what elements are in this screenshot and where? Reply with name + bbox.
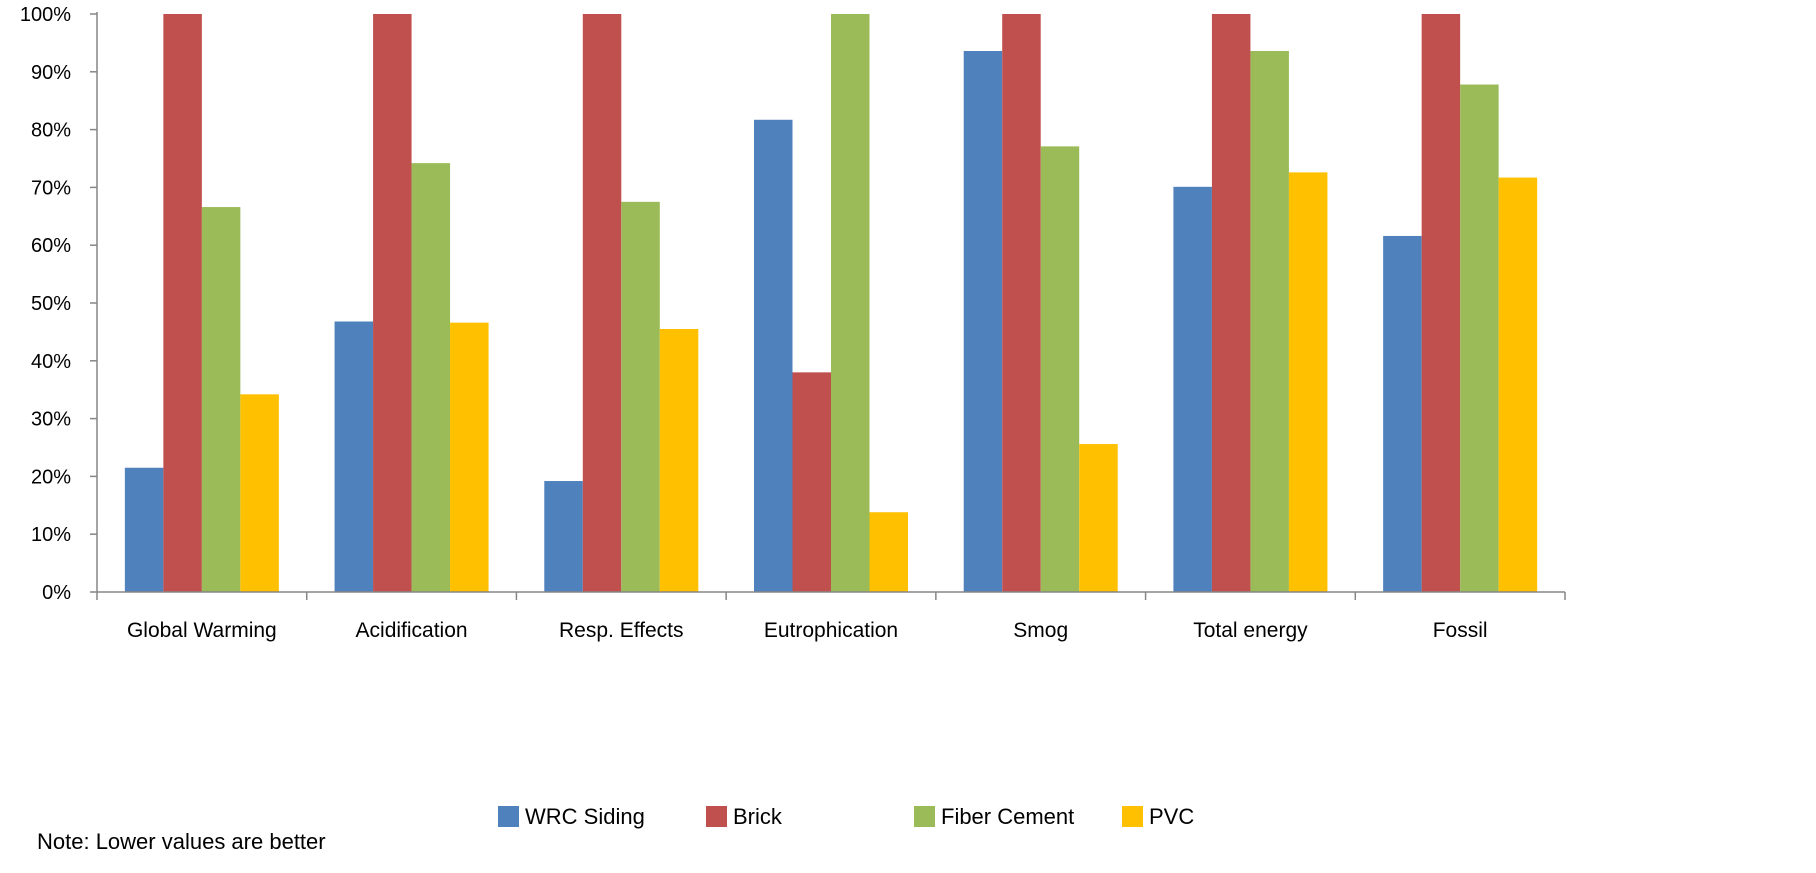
legend-label-wrc-siding: WRC Siding: [525, 804, 645, 829]
bar-brick: [1211, 14, 1251, 592]
bar-fiber-cement: [1460, 84, 1499, 593]
y-axis-tick-labels: 0% 10% 20% 30% 40% 50% 60% 70% 80% 90% 100%: [20, 4, 71, 604]
x-tick-label: Acidification: [356, 619, 468, 642]
x-tick-label: Resp. Effects: [559, 619, 684, 642]
x-tick-label: Smog: [1013, 619, 1068, 642]
legend-swatch-fiber-cement: [914, 806, 935, 827]
bar-brick: [792, 372, 831, 592]
bar-brick: [373, 14, 412, 592]
legend-label-pvc: PVC: [1149, 804, 1194, 829]
y-tick-label: 100%: [20, 4, 71, 26]
bar-wrc-siding: [1383, 235, 1422, 592]
x-tick-label: Fossil: [1433, 619, 1488, 642]
bar-wrc-siding: [124, 467, 164, 592]
bar-fiber-cement: [411, 163, 451, 592]
y-tick-label: 50%: [31, 293, 71, 315]
bar-pvc: [1079, 444, 1118, 592]
legend: WRC Siding Brick Fiber Cement PVC: [498, 804, 1194, 829]
legend-label-brick: Brick: [733, 804, 783, 829]
legend-label-fiber-cement: Fiber Cement: [941, 804, 1074, 829]
bar-pvc: [659, 329, 699, 592]
footnote: Note: Lower values are better: [37, 829, 326, 854]
y-tick-label: 40%: [31, 351, 71, 373]
bars-group: [124, 14, 1538, 593]
y-tick-label: 80%: [31, 120, 71, 142]
bar-fiber-cement: [1250, 50, 1289, 592]
bar-fiber-cement: [201, 207, 241, 592]
y-tick-label: 70%: [31, 177, 71, 199]
bar-wrc-siding: [754, 119, 793, 593]
bar-wrc-siding: [544, 481, 583, 592]
bar-wrc-siding: [963, 50, 1003, 592]
bar-pvc: [1498, 177, 1538, 592]
x-tick-label: Total energy: [1193, 619, 1308, 642]
bar-brick: [582, 14, 622, 592]
legend-swatch-brick: [706, 806, 727, 827]
bar-brick: [163, 14, 202, 592]
bar-wrc-siding: [334, 321, 374, 592]
bar-pvc: [1288, 172, 1328, 592]
bar-fiber-cement: [1040, 146, 1080, 592]
x-tick-label: Global Warming: [127, 619, 277, 642]
y-tick-label: 20%: [31, 466, 71, 488]
axes: [90, 12, 1566, 600]
bar-pvc: [869, 512, 908, 592]
bar-pvc: [240, 394, 279, 592]
legend-swatch-pvc: [1122, 806, 1143, 827]
bar-wrc-siding: [1173, 186, 1212, 592]
bar-brick: [1421, 14, 1461, 592]
bar-fiber-cement: [831, 14, 870, 592]
bar-pvc: [450, 322, 489, 592]
bar-brick: [1002, 14, 1041, 592]
x-tick-label: Eutrophication: [764, 619, 898, 642]
y-tick-label: 0%: [42, 582, 71, 604]
y-tick-label: 10%: [31, 524, 71, 546]
y-tick-label: 30%: [31, 409, 71, 431]
legend-swatch-wrc-siding: [498, 806, 519, 827]
bar-fiber-cement: [621, 201, 660, 592]
y-tick-label: 90%: [31, 62, 71, 84]
x-axis-tick-labels: Global Warming Acidification Resp. Effects…: [127, 619, 1488, 642]
y-tick-label: 60%: [31, 235, 71, 257]
